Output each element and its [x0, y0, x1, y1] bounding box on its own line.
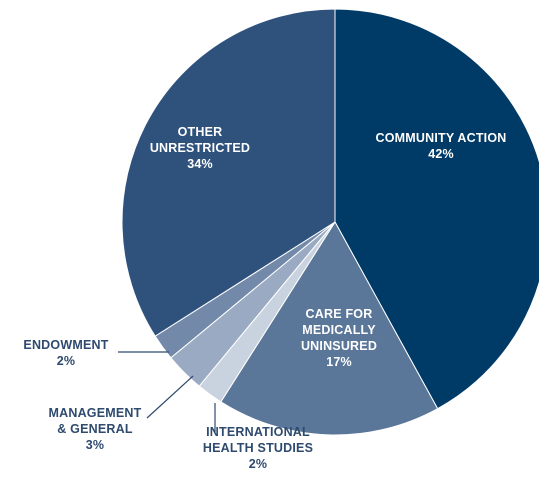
slice-value-label: 3%	[86, 438, 104, 452]
slice-name-line: COMMUNITY ACTION	[376, 131, 507, 145]
slice-value-label: 2%	[57, 354, 75, 368]
slice-value-label: 17%	[326, 355, 352, 369]
slice-name-line: ENDOWMENT	[23, 338, 108, 352]
slice-label-4: ENDOWMENT 2%	[23, 338, 108, 368]
slice-name-line: HEALTH STUDIES	[203, 441, 313, 455]
slice-value-label: 42%	[428, 147, 454, 161]
slice-name-line: MANAGEMENT	[49, 406, 142, 420]
leader-line-3	[146, 375, 194, 419]
pie-slice-1	[220, 221, 439, 436]
slice-name-line: & GENERAL	[57, 422, 133, 436]
pie-slice-0	[334, 8, 539, 410]
slice-name-line: OTHER	[178, 125, 223, 139]
slice-name-line: UNRESTRICTED	[150, 141, 250, 155]
pie-slice-5	[121, 8, 336, 337]
slice-name-line: UNINSURED	[301, 339, 377, 353]
slice-name-line: MEDICALLY	[302, 323, 376, 337]
slice-label-5: OTHER UNRESTRICTED 34%	[150, 125, 250, 171]
slice-value-label: 2%	[249, 457, 267, 471]
slice-label-1: CARE FOR MEDICALLY UNINSURED 17%	[301, 307, 377, 369]
slice-label-3: MANAGEMENT & GENERAL 3%	[49, 406, 142, 452]
slice-name-line: INTERNATIONAL	[206, 425, 310, 439]
slice-label-2: INTERNATIONAL HEALTH STUDIES 2%	[203, 425, 313, 471]
slice-label-0: COMMUNITY ACTION 42%	[376, 131, 507, 161]
slice-name-line: CARE FOR	[306, 307, 373, 321]
slice-value-label: 34%	[187, 157, 213, 171]
